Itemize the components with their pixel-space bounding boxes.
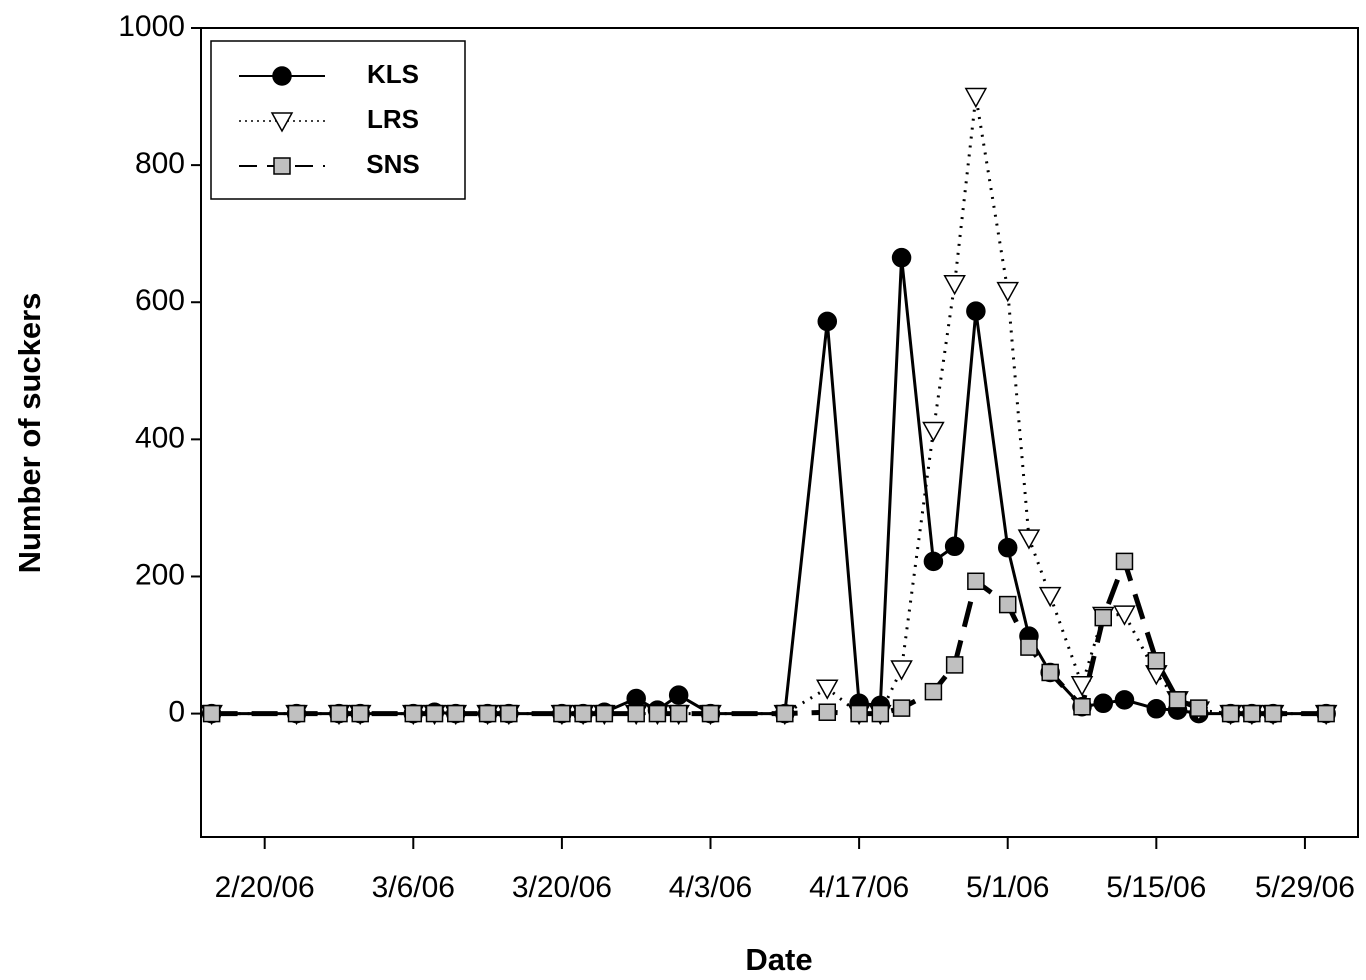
legend-box xyxy=(210,40,466,200)
marker xyxy=(892,699,911,717)
marker xyxy=(890,660,913,681)
marker xyxy=(1094,608,1112,627)
marker xyxy=(478,704,497,723)
y-tick-label: 1000 xyxy=(118,10,185,43)
legend-label: LRS xyxy=(367,104,419,134)
marker xyxy=(1115,552,1134,571)
marker xyxy=(404,704,423,723)
x-axis-title: Date xyxy=(745,942,812,977)
x-tick-label: 5/15/06 xyxy=(1106,871,1206,904)
marker xyxy=(273,157,291,175)
marker xyxy=(425,704,444,723)
marker xyxy=(648,704,667,723)
x-tick-label: 3/6/06 xyxy=(372,871,455,904)
y-tick-label: 200 xyxy=(135,558,185,591)
marker xyxy=(1317,704,1335,723)
marker xyxy=(668,685,689,705)
marker xyxy=(701,704,720,723)
marker xyxy=(553,704,571,723)
marker xyxy=(998,595,1017,614)
marker xyxy=(1221,704,1240,723)
marker xyxy=(924,682,943,701)
y-tick-label: 0 xyxy=(168,696,185,729)
x-tick-label: 2/20/06 xyxy=(215,871,315,904)
marker xyxy=(1113,605,1136,626)
marker xyxy=(997,537,1018,558)
marker xyxy=(574,704,592,723)
marker xyxy=(1041,663,1059,682)
x-tick-label: 5/29/06 xyxy=(1255,871,1355,904)
marker xyxy=(500,704,518,723)
series-line xyxy=(211,257,1327,716)
marker xyxy=(1146,699,1167,719)
marker xyxy=(1020,638,1038,656)
marker xyxy=(287,704,306,723)
marker xyxy=(1190,699,1208,717)
marker xyxy=(923,551,944,572)
legend: KLS LRS SNS xyxy=(210,40,466,200)
y-tick-label: 600 xyxy=(135,284,185,317)
marker xyxy=(943,274,966,296)
marker xyxy=(1093,693,1113,714)
y-axis-title: Number of suckers xyxy=(12,293,47,574)
y-tick-label: 800 xyxy=(135,147,185,180)
marker xyxy=(627,704,645,723)
marker xyxy=(330,704,348,723)
marker xyxy=(996,281,1019,303)
plot-frame xyxy=(200,27,1359,838)
marker xyxy=(850,704,868,723)
marker xyxy=(1114,690,1135,710)
marker xyxy=(776,704,794,723)
marker xyxy=(818,703,837,721)
x-tick-label: 4/17/06 xyxy=(809,871,909,904)
marker xyxy=(202,704,221,723)
marker xyxy=(1264,704,1282,723)
marker xyxy=(966,301,986,321)
marker xyxy=(1168,691,1187,709)
legend-label: KLS xyxy=(367,59,419,89)
marker xyxy=(447,704,465,723)
x-tick-label: 4/3/06 xyxy=(669,871,752,904)
marker xyxy=(1038,586,1062,608)
marker xyxy=(922,421,945,442)
marker xyxy=(626,688,646,709)
marker xyxy=(967,572,985,591)
marker xyxy=(270,112,294,133)
marker xyxy=(1073,697,1091,716)
marker xyxy=(891,247,912,268)
marker xyxy=(871,704,890,723)
marker xyxy=(817,311,838,332)
marker xyxy=(1147,652,1166,670)
marker xyxy=(669,704,688,723)
marker xyxy=(815,679,839,700)
legend-label: SNS xyxy=(366,149,419,179)
x-tick-label: 3/20/06 xyxy=(512,871,612,904)
x-tick-label: 5/1/06 xyxy=(966,871,1049,904)
marker xyxy=(1243,704,1261,723)
marker xyxy=(351,704,369,723)
marker xyxy=(964,87,988,109)
marker xyxy=(595,704,614,723)
series-line xyxy=(211,553,1327,717)
marker xyxy=(1070,676,1094,697)
marker xyxy=(944,536,965,557)
marker xyxy=(272,66,292,86)
marker xyxy=(1017,529,1041,550)
y-tick-label: 400 xyxy=(135,421,185,454)
marker xyxy=(945,656,964,674)
